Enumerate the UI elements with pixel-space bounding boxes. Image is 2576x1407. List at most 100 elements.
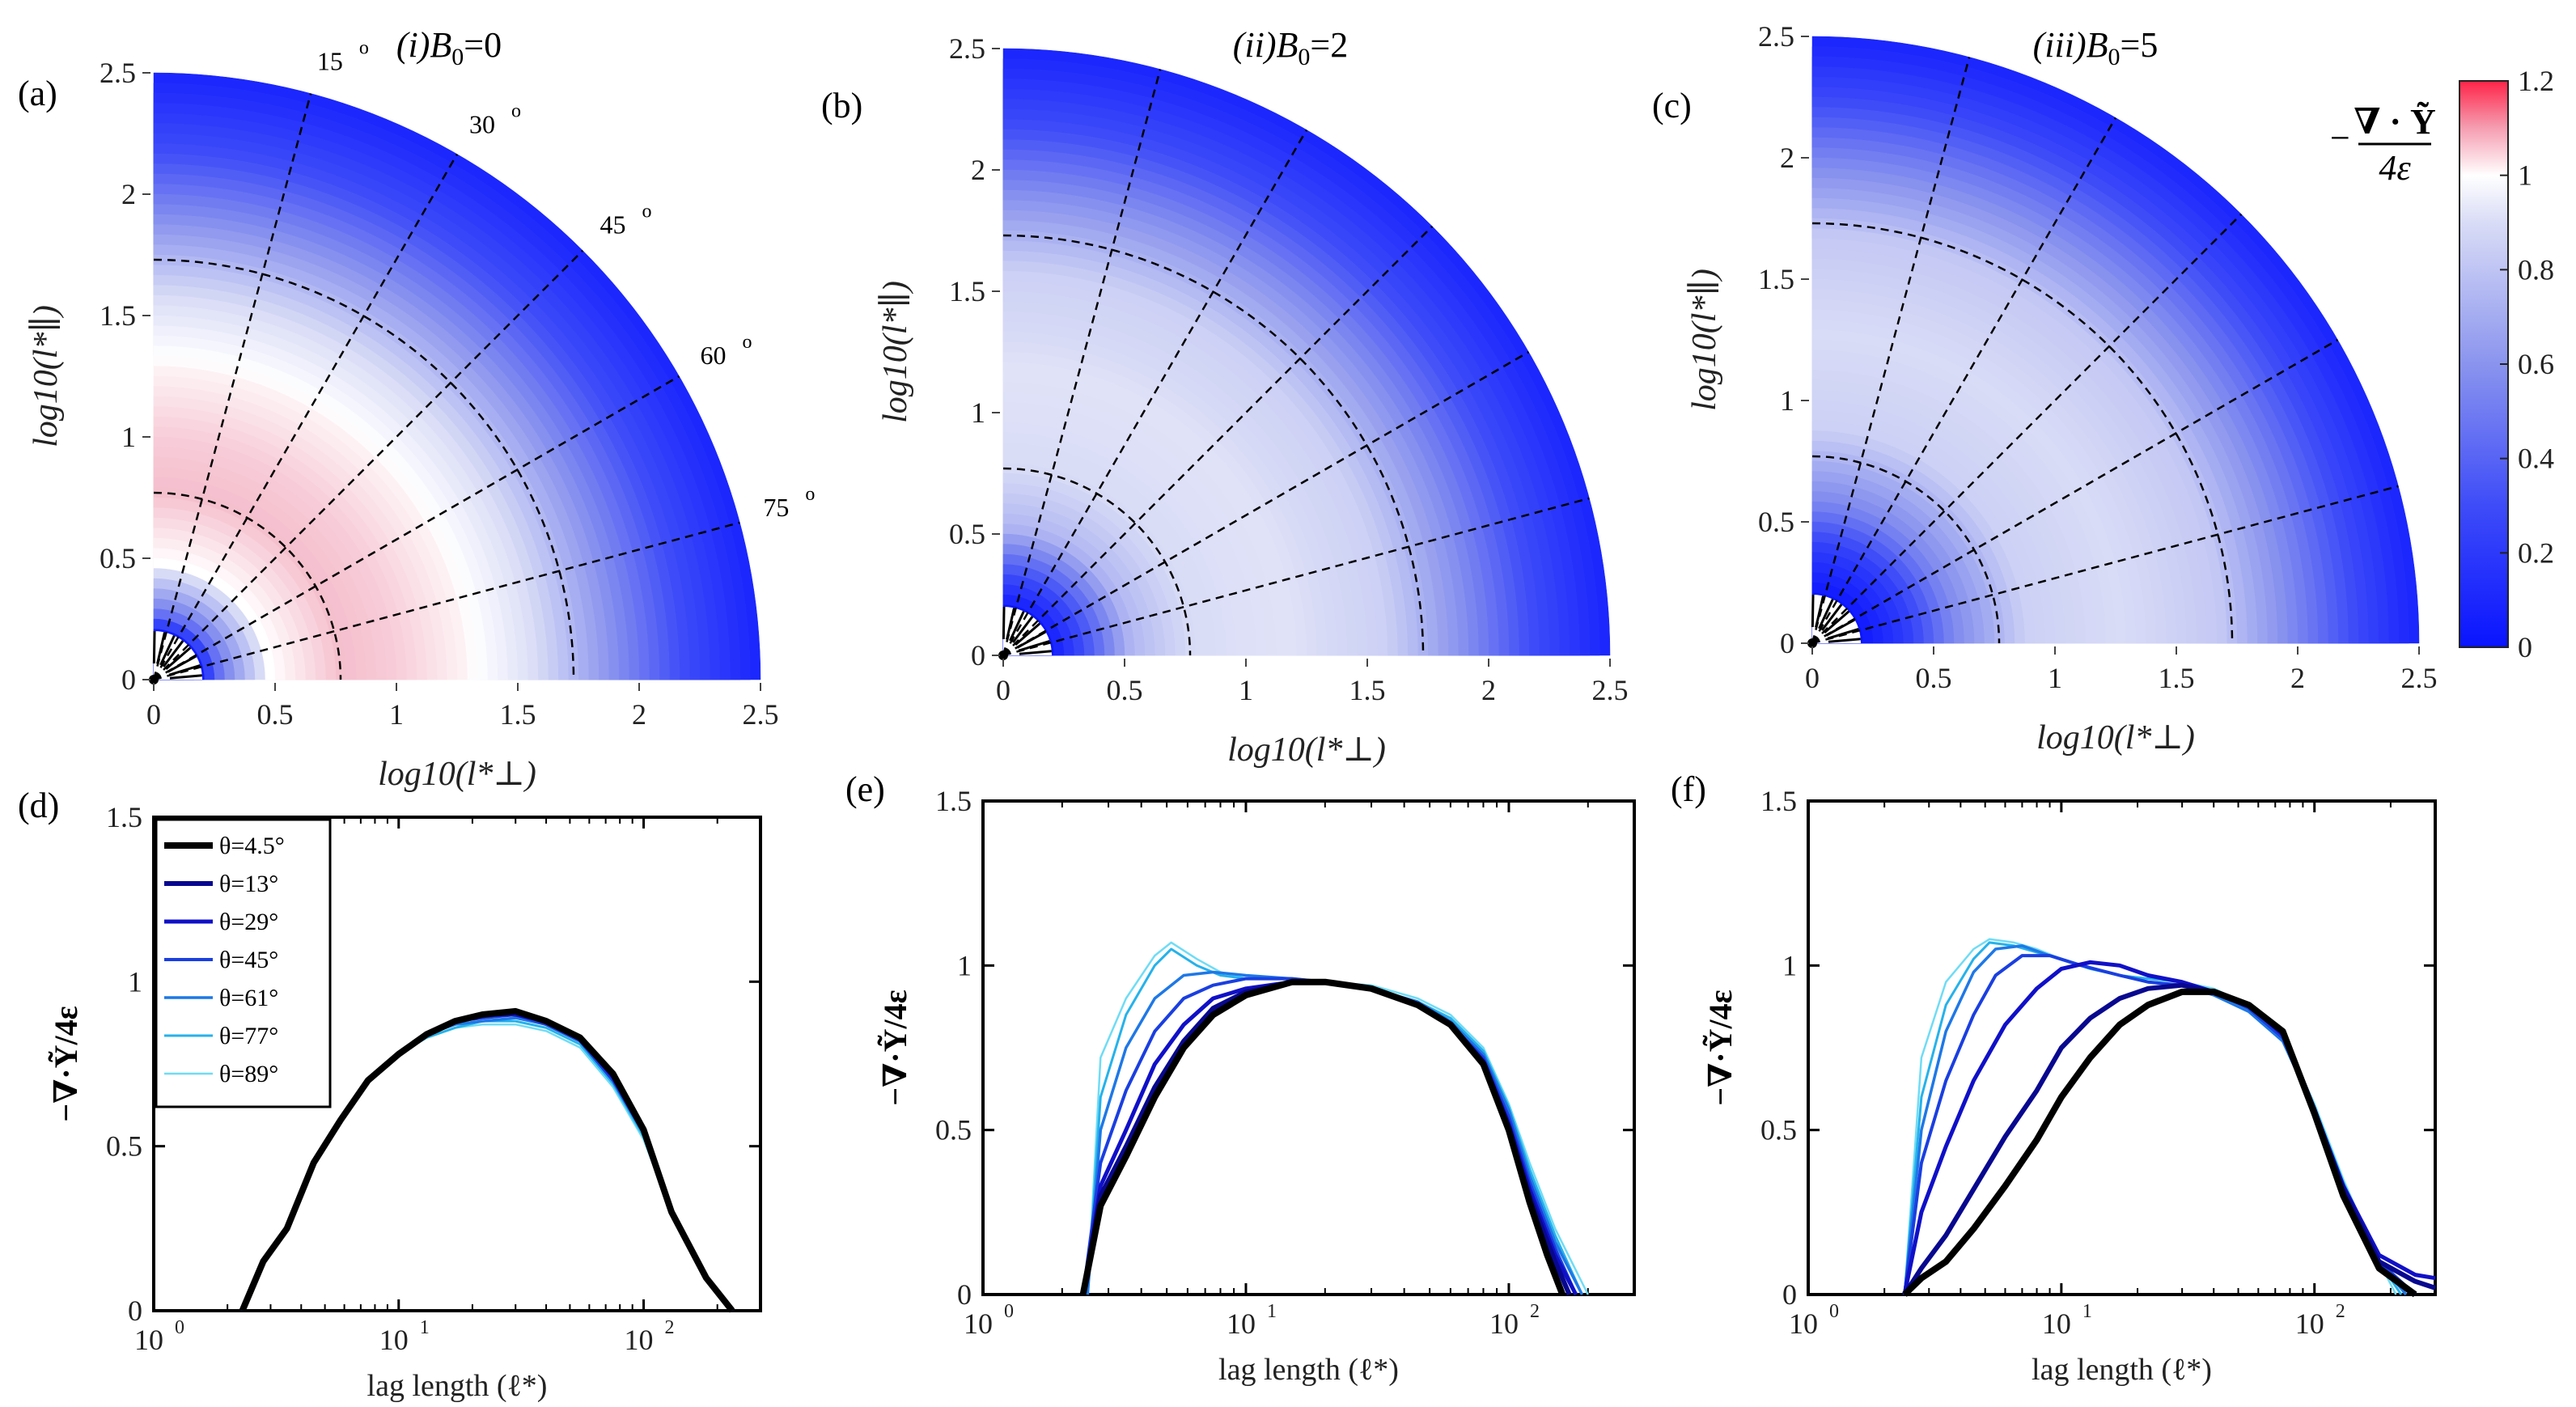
x-tick-label: 2.5 [1592, 674, 1629, 706]
panel-title-c: (iii)B0=5 [2033, 25, 2159, 70]
colorbar-tick-label: 0.2 [2518, 536, 2554, 569]
inner-hatch [1002, 606, 1006, 640]
x-tick-label: 10 [625, 1324, 654, 1356]
series-line-θ=77° [1903, 941, 2403, 1295]
colorbar-label-numerator: ∇ · Ỹ [2354, 101, 2436, 142]
y-tick-label: 2 [121, 178, 136, 210]
angle-label: 60 [700, 341, 726, 370]
inner-hatch [162, 640, 184, 667]
legend-entry: θ=89° [219, 1061, 278, 1087]
angle-label: 30 [469, 110, 495, 139]
arc-grid-line [1002, 467, 1192, 656]
title-b-suffix: =2 [1310, 25, 1348, 65]
y-tick-label: 0 [971, 639, 985, 672]
y-tick-label: 1 [971, 396, 985, 429]
x-tick-label: 1.5 [2159, 662, 2195, 694]
y-axis-label: log10(l*∥) [28, 305, 65, 447]
y-axis-label: −∇·Ỹ/4ε [48, 1006, 84, 1121]
x-tick-label: 0 [146, 698, 161, 731]
series-line-θ=29° [1902, 960, 2436, 1295]
svg-text:(ii)B0=2: (ii)B0=2 [1233, 25, 1348, 70]
y-tick-label: 1.5 [1760, 785, 1797, 817]
inner-hatch [159, 634, 176, 666]
title-a-symbol: B [430, 25, 451, 65]
x-tick-label: 1 [1239, 674, 1253, 706]
radial-grid-line [1811, 338, 2339, 645]
angle-labels: 15 o 30 o 45 o 60 o 75 o [317, 38, 816, 523]
y-tick-label: 0.5 [100, 542, 136, 574]
colorbar-label-denominator: 4ε [2379, 148, 2411, 188]
series-line-θ=13° [1902, 982, 2436, 1296]
legend-entry: θ=13° [219, 871, 278, 897]
y-tick-label: 0.5 [935, 1114, 972, 1146]
angle-label: 15 [317, 47, 343, 76]
radial-grid-line [153, 375, 680, 681]
x-tick-label: 10 [1789, 1307, 1818, 1340]
x-tick-exponent: 2 [665, 1317, 675, 1338]
x-tick-label: 10 [1227, 1307, 1256, 1340]
x-tick-label: 0.5 [1916, 662, 1952, 694]
arc-grid-line [1811, 222, 2234, 644]
legend: θ=4.5° θ=13° θ=29° θ=45° θ=61° θ=77° θ=89° [155, 818, 332, 1108]
panel-label-e: (e) [845, 769, 885, 809]
x-tick-label: 1.5 [1349, 674, 1386, 706]
y-tick-label: 1 [1780, 384, 1794, 417]
series-line-θ=89° [1903, 938, 2397, 1295]
angle-degree-mark: o [359, 38, 369, 59]
x-tick-label: 2.5 [2401, 662, 2438, 694]
y-tick-label: 1.5 [935, 785, 972, 817]
inner-hatch [1019, 650, 1052, 655]
colorbar-label-prefix: − [2330, 118, 2350, 158]
series-line-θ=4.5° [1079, 978, 1566, 1296]
radial-grid-line [152, 93, 312, 680]
x-tick-label: 0 [1805, 662, 1820, 694]
title-b-symbol: B [1277, 25, 1299, 65]
inner-hatch [1811, 594, 1815, 628]
inner-hatch [1818, 598, 1834, 629]
inner-hatch [1009, 610, 1025, 642]
y-axis-label: −∇·Ỹ/4ε [877, 990, 913, 1105]
panel-title-b: (ii)B0=2 [1233, 25, 1348, 70]
inner-hatch [1011, 616, 1034, 643]
x-tick-exponent: 1 [420, 1317, 430, 1338]
angle-degree-mark: o [805, 484, 815, 505]
y-tick-label: 2.5 [949, 32, 985, 65]
x-tick-label: 10 [2042, 1307, 2071, 1340]
polar-heatmap-b: 0 0.5 1 1.5 2 2.5 0 0.5 1 1.5 2 2.5 log10(l*⊥) log10(… [877, 32, 1629, 769]
series-line-θ=4.5° [239, 1007, 735, 1313]
y-tick-label: 2 [1780, 142, 1794, 174]
colorbar-tick-label: 0.4 [2518, 443, 2554, 475]
colorbar-tick-label: 1.2 [2518, 65, 2554, 97]
colorbar-tick-label: 0.8 [2518, 253, 2554, 286]
radial-grid-line [1002, 69, 1162, 656]
svg-text:(iii)B0=5: (iii)B0=5 [2033, 25, 2159, 70]
angle-label: 45 [600, 210, 626, 239]
arc-grid-line [1811, 455, 2001, 644]
legend-entry: θ=61° [219, 985, 278, 1011]
angle-degree-mark: o [511, 101, 521, 122]
x-tick-exponent: 2 [1530, 1301, 1540, 1322]
x-tick-label: 1.5 [500, 698, 536, 731]
radial-grid-line [1811, 57, 1971, 644]
title-b-sub: 0 [1298, 44, 1310, 70]
y-tick-label: 0.5 [1760, 1114, 1797, 1146]
y-tick-label: 1.5 [1758, 263, 1794, 295]
radial-grid-line [1811, 485, 2399, 645]
x-tick-label: 2 [632, 698, 646, 731]
x-tick-exponent: 1 [1267, 1301, 1277, 1322]
plot-frame [981, 799, 1636, 1296]
title-c-sub: 0 [2108, 44, 2121, 70]
x-axis-label: lag length (ℓ*) [1218, 1353, 1399, 1387]
colorbar-label: − ∇ · Ỹ 4ε [2330, 101, 2436, 188]
y-tick-label: 1 [957, 949, 972, 981]
x-axis-label: log10(l*⊥) [2036, 719, 2195, 756]
x-axis-label: log10(l*⊥) [1227, 731, 1386, 769]
title-a-sub: 0 [451, 44, 464, 70]
legend-entry: θ=4.5° [219, 833, 285, 859]
inner-hatch [1820, 604, 1843, 631]
polar-axes: 0 0.5 1 1.5 2 2.5 0 0.5 1 1.5 2 2.5 log10(l*⊥) log10(… [877, 32, 1629, 769]
x-tick-exponent: 0 [175, 1317, 184, 1338]
y-tick-label: 0.5 [949, 518, 985, 550]
